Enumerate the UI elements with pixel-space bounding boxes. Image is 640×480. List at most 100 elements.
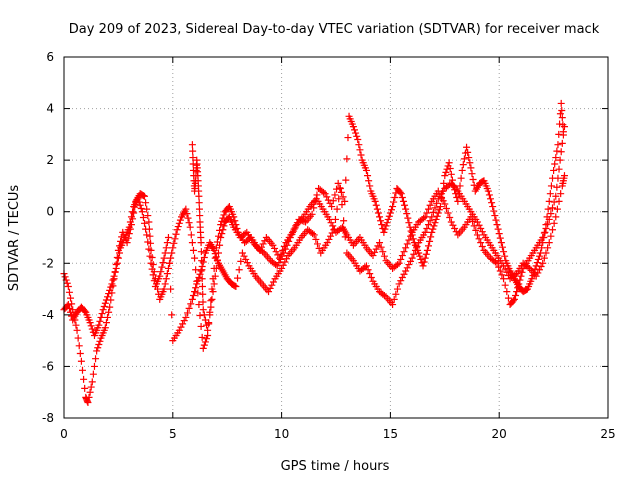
data-point: [442, 168, 450, 176]
data-point: [423, 224, 431, 232]
data-point: [545, 239, 553, 247]
data-point: [142, 199, 150, 207]
data-point: [148, 265, 156, 273]
data-point: [277, 250, 285, 258]
data-point: [193, 280, 201, 288]
data-point: [96, 317, 104, 325]
data-point: [447, 170, 455, 178]
data-point: [431, 219, 439, 227]
data-point: [446, 165, 454, 173]
data-point: [518, 268, 526, 276]
data-point: [492, 216, 500, 224]
data-point: [113, 259, 121, 267]
data-point: [544, 244, 552, 252]
data-point: [111, 268, 119, 276]
data-point: [547, 182, 555, 190]
data-point: [491, 258, 499, 266]
data-point: [107, 283, 115, 291]
data-point: [214, 249, 222, 257]
plot-frame: [63, 56, 609, 419]
data-point: [104, 293, 112, 301]
data-point: [141, 219, 149, 227]
data-point: [512, 292, 520, 300]
data-point: [97, 313, 105, 321]
data-point: [432, 215, 440, 223]
data-point: [146, 232, 154, 240]
data-point: [533, 259, 541, 267]
data-point: [135, 198, 143, 206]
data-point: [559, 121, 567, 129]
data-point: [371, 197, 379, 205]
data-point: [130, 209, 138, 217]
data-point: [189, 246, 197, 254]
data-point: [434, 209, 442, 217]
data-point: [197, 267, 205, 275]
data-point: [379, 248, 387, 256]
data-point: [560, 172, 568, 180]
data-point: [259, 240, 267, 248]
data-point: [470, 222, 478, 230]
data-point: [424, 221, 432, 229]
data-point: [127, 213, 135, 221]
data-point: [161, 249, 169, 257]
data-point: [433, 212, 441, 220]
data-point: [469, 175, 477, 183]
data-point: [344, 134, 352, 142]
data-point: [553, 147, 561, 155]
data-point: [500, 248, 508, 256]
data-point: [494, 225, 502, 233]
data-point: [472, 226, 480, 234]
data-point: [186, 223, 194, 231]
data-point: [398, 252, 406, 260]
data-point: [383, 219, 391, 227]
data-point: [443, 165, 451, 173]
data-point: [457, 174, 465, 182]
data-point: [327, 232, 335, 240]
data-point: [115, 249, 123, 257]
data-point: [88, 325, 96, 333]
data-point: [376, 239, 384, 247]
data-point: [280, 243, 288, 251]
data-point: [528, 275, 536, 283]
data-point: [550, 166, 558, 174]
data-point: [489, 203, 497, 211]
data-point: [486, 195, 494, 203]
data-point: [498, 271, 506, 279]
data-point: [372, 201, 380, 209]
data-point: [391, 194, 399, 202]
data-point: [335, 195, 343, 203]
data-point: [282, 255, 290, 263]
series-trace-c: [188, 99, 567, 334]
data-point: [545, 197, 553, 205]
data-point: [356, 146, 364, 154]
data-point: [557, 99, 565, 107]
data-point: [546, 190, 554, 198]
data-point: [297, 216, 305, 224]
data-point: [478, 228, 486, 236]
data-point: [292, 222, 300, 230]
data-point: [473, 231, 481, 239]
data-point: [201, 338, 209, 346]
data-point: [196, 212, 204, 220]
data-point: [101, 299, 109, 307]
data-point: [350, 126, 358, 134]
data-point: [269, 278, 277, 286]
data-point: [540, 254, 548, 262]
data-point: [197, 248, 205, 256]
data-point: [524, 263, 532, 271]
data-point: [279, 261, 287, 269]
data-point: [75, 342, 83, 350]
data-point: [328, 229, 336, 237]
data-point: [456, 182, 464, 190]
x-tick-label: 15: [383, 427, 398, 441]
data-point: [541, 228, 549, 236]
data-point: [179, 320, 187, 328]
data-point: [440, 179, 448, 187]
data-point: [452, 228, 460, 236]
data-point: [450, 182, 458, 190]
data-point: [173, 226, 181, 234]
data-point: [373, 205, 381, 213]
data-point: [279, 246, 287, 254]
data-point: [498, 243, 506, 251]
data-point: [539, 239, 547, 247]
